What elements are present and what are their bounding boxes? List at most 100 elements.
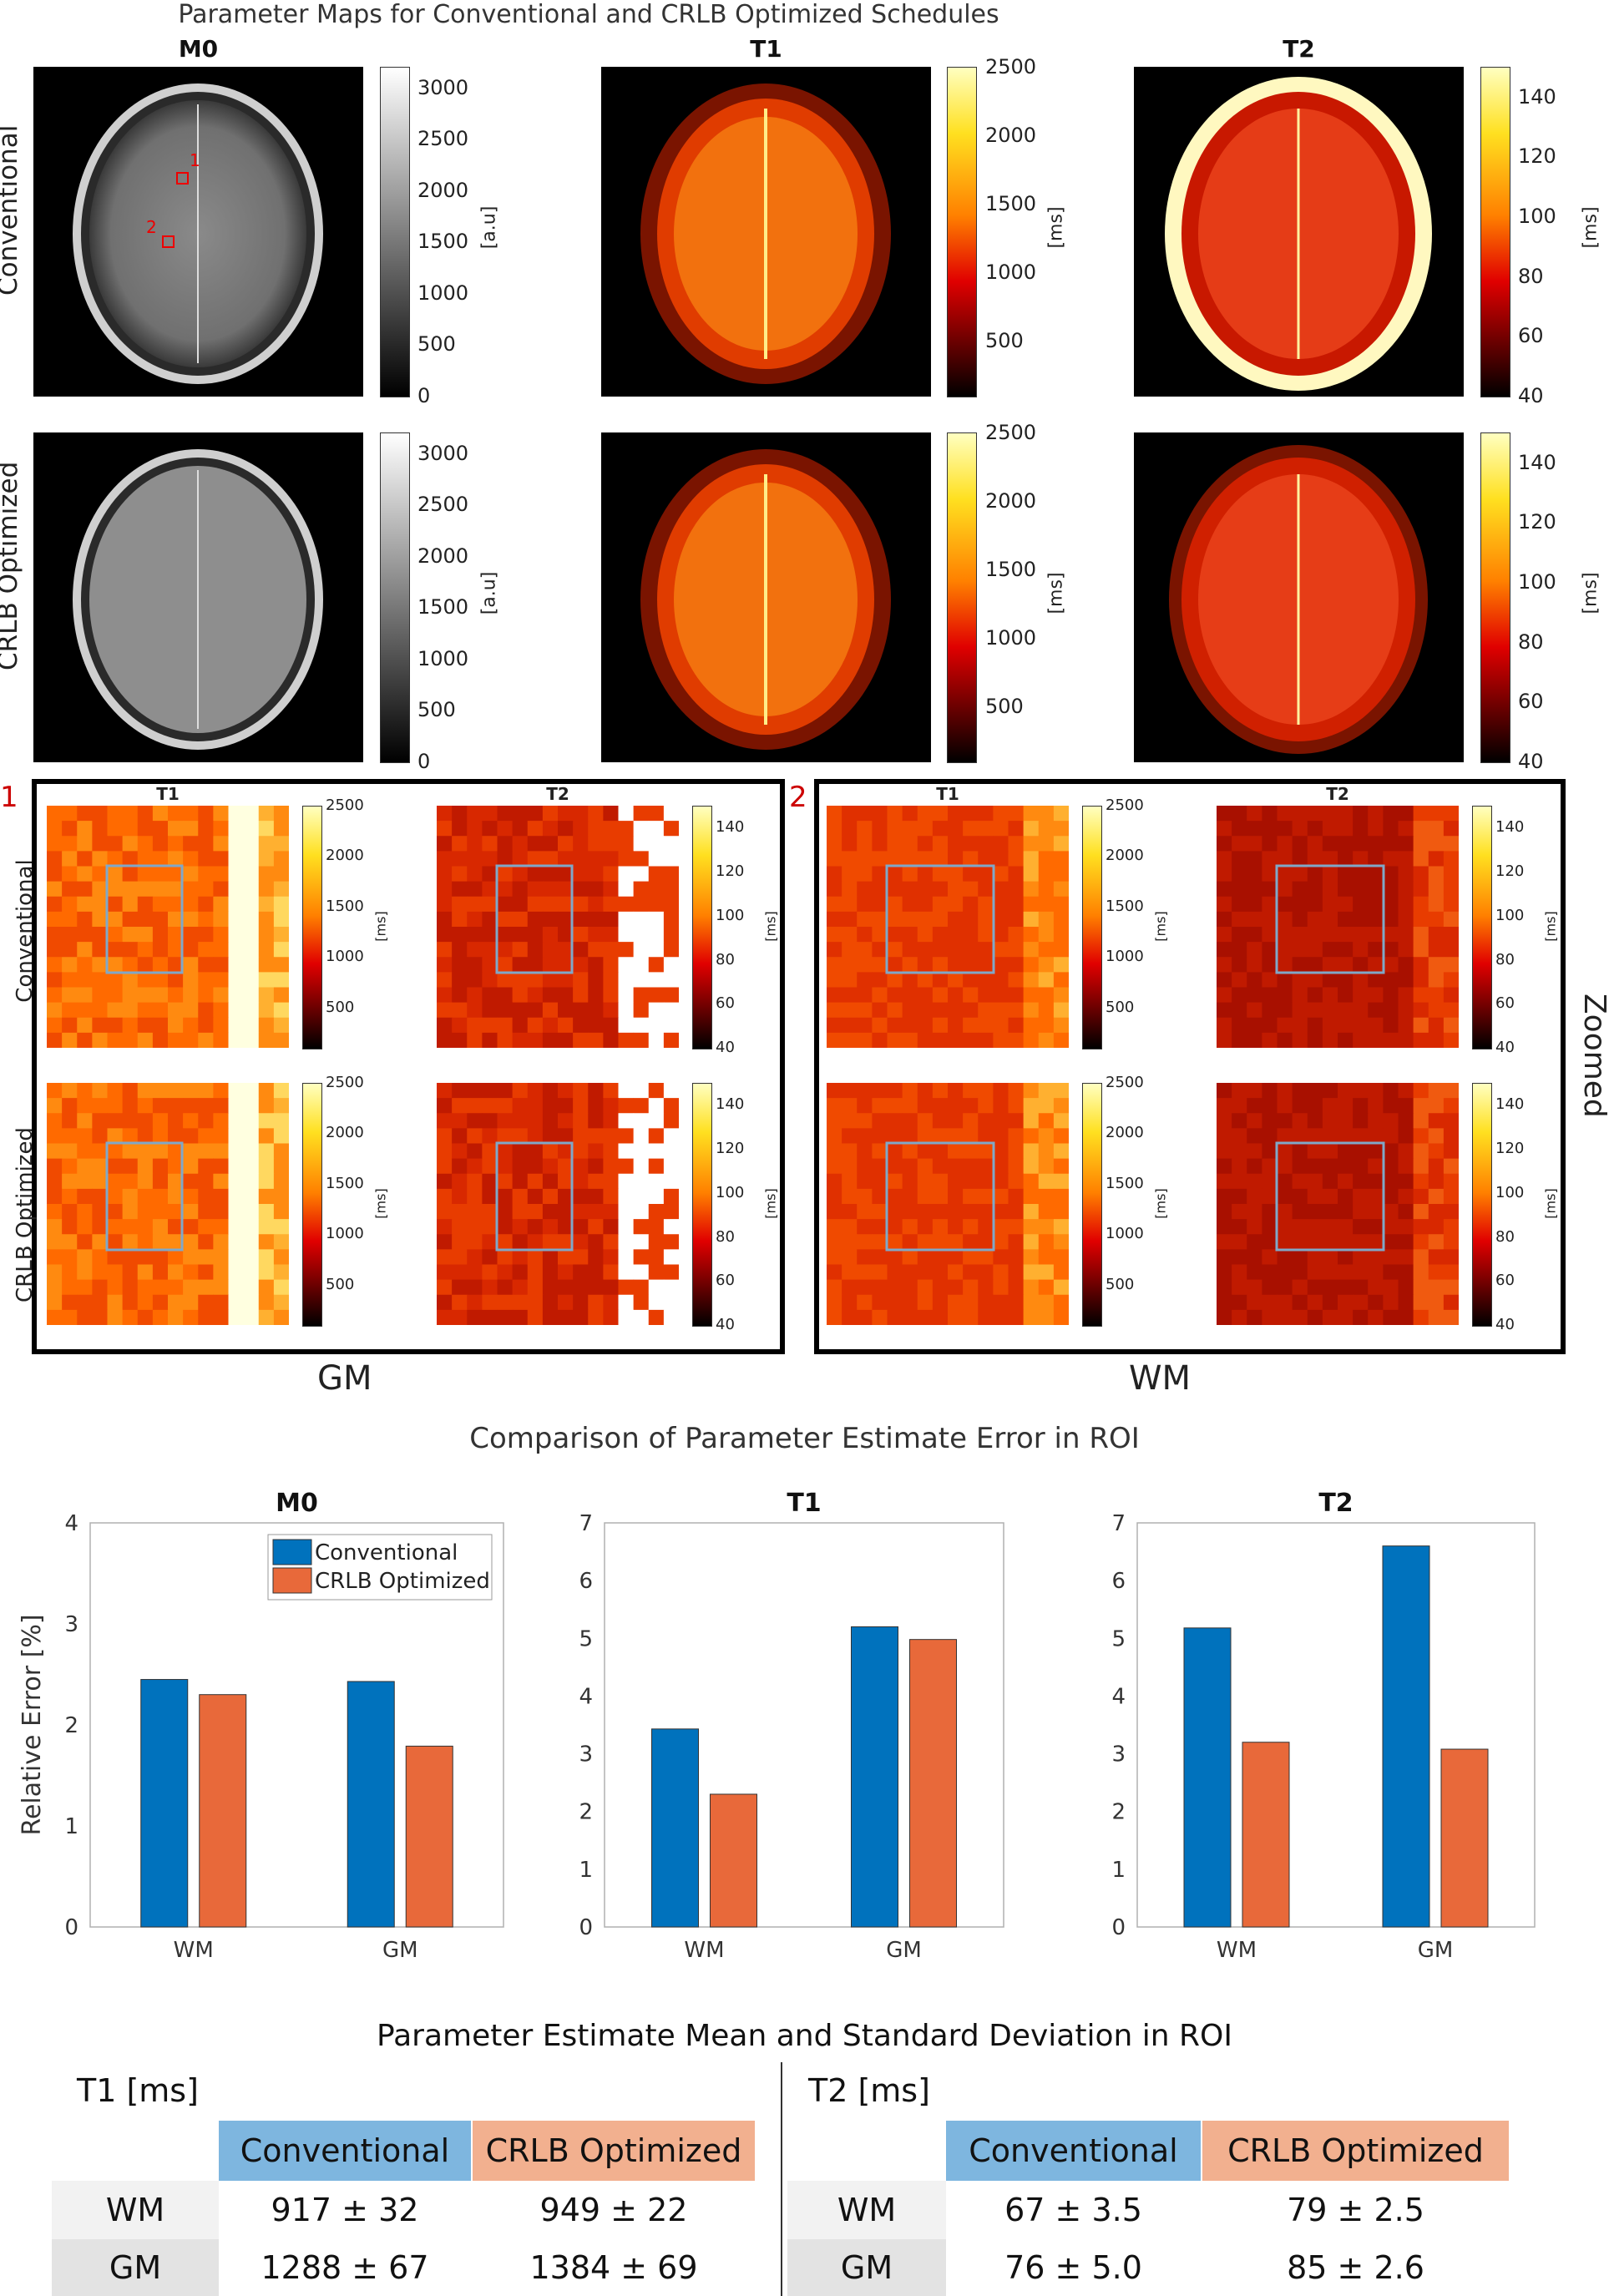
colorbar-tick-t2-1-3: 80 <box>1518 630 1544 654</box>
figure-title: Parameter Maps for Conventional and CRLB… <box>178 0 999 29</box>
zoom-map-wm-t2-5 <box>1217 806 1459 1048</box>
bar-charts: M0 0 1 2 3 4 Relative Error [%] WM GM Conventiona… <box>18 1489 1536 1962</box>
colorbar-t2-conventional <box>1480 67 1510 397</box>
zoom-colorbar-tick-3-4: 60 <box>716 1272 735 1290</box>
zoom-colorbar-tick-6-0: 2500 <box>1106 1074 1144 1091</box>
bar-ytick-2-4: 4 <box>1111 1684 1126 1709</box>
colorbar-unit-t1-0: [ms] <box>1045 206 1067 249</box>
t1-gm-conv: 1288 ± 67 <box>261 2249 429 2286</box>
zoom-colorbar-tick-6-1: 2000 <box>1106 1124 1144 1142</box>
m0-map-conventional: 1 2 <box>33 67 363 397</box>
colorbar-tick-m0-1-3: 1500 <box>417 595 469 620</box>
colorbar-tick-m0-0-5: 500 <box>417 332 456 357</box>
colorbar-tick-m0-1-1: 2500 <box>417 493 469 517</box>
zoom-colorbar-tick-5-0: 140 <box>1495 818 1525 837</box>
colorbar-tick-t2-0-5: 40 <box>1518 384 1544 407</box>
zoom-map-gm-t2-3 <box>437 1083 679 1325</box>
t1-wm-crlb: 949 ± 22 <box>539 2192 688 2228</box>
zoomed-side-label: Zoomed <box>1577 994 1609 1118</box>
zoom-colorbar-t1-6 <box>1082 1083 1102 1327</box>
colorbar-m0-crlb <box>380 432 410 763</box>
t1-wm-conv: 917 ± 32 <box>271 2192 419 2228</box>
zoom-colorbar-t1-2 <box>302 1083 322 1327</box>
zoom-map-gm-t1-0 <box>47 806 289 1048</box>
colorbar-unit-t2-1: [ms] <box>1580 572 1601 614</box>
bar-xtick-0-0: WM <box>174 1938 214 1962</box>
t1-brain-image <box>640 83 891 384</box>
t1-map-crlb <box>601 432 931 762</box>
colorbar-tick-t1-0-3: 1000 <box>985 260 1037 285</box>
colorbar-tick-t2-0-2: 100 <box>1518 205 1556 229</box>
colorbar-tick-m0-1-4: 1000 <box>417 646 469 670</box>
zoom-colorbar-tick-0-4: 500 <box>326 998 355 1016</box>
colorbar-tick-m0-1-6: 0 <box>417 750 431 773</box>
zoom-colorbar-tick-7-3: 80 <box>1495 1227 1515 1246</box>
bar-ytick-2-1: 1 <box>1111 1858 1126 1883</box>
colorbar-tick-t2-0-0: 140 <box>1518 84 1556 109</box>
bar-legend-swatch-0 <box>272 1539 312 1565</box>
m0-brain-image-crlb <box>73 449 323 750</box>
zoom-colorbar-tick-2-4: 500 <box>326 1275 355 1293</box>
row-bg-gm-t2 <box>787 2239 946 2296</box>
colorbar-tick-t2-1-5: 40 <box>1518 750 1544 773</box>
t2-wm-conv: 67 ± 3.5 <box>1004 2192 1142 2228</box>
zoom-colorbar-tick-4-4: 500 <box>1106 998 1135 1016</box>
t2-map-crlb <box>1134 432 1464 762</box>
zoom-colorbar-tick-2-1: 2000 <box>326 1124 364 1142</box>
t1-gm-crlb: 1384 ± 69 <box>529 2249 698 2286</box>
colorbar-tick-t1-1-4: 500 <box>985 695 1024 719</box>
roi-label-2: 2 <box>146 217 157 237</box>
zoom-colorbar-tick-3-5: 40 <box>716 1316 735 1333</box>
bar-2-0-0 <box>1183 1627 1232 1928</box>
zoom-colorbar-tick-7-0: 140 <box>1495 1095 1525 1114</box>
bar-1-0-1 <box>710 1793 757 1928</box>
bar-ytick-0-3: 3 <box>64 1612 78 1637</box>
zoom-colorbar-tick-2-2: 1500 <box>326 1174 364 1192</box>
row-bg-gm-t1 <box>52 2239 219 2296</box>
t2-col-conventional: Conventional <box>946 2121 1201 2181</box>
zoom-colorbar-tick-3-2: 100 <box>716 1183 745 1201</box>
zoom-colorbar-unit-0: [ms] <box>372 911 389 942</box>
t2-row-label-wm: WM <box>837 2192 897 2228</box>
zoom-colorbar-tick-5-2: 100 <box>1495 906 1525 924</box>
zoom-colorbar-tick-1-4: 60 <box>716 994 735 1013</box>
zoom-colorbar-unit-3: [ms] <box>762 1188 779 1219</box>
table-divider <box>781 2062 782 2296</box>
colorbar-unit-m0-1: [a.u] <box>478 571 500 615</box>
zoom-colorbar-tick-0-0: 2500 <box>326 797 364 814</box>
zoom-colorbar-tick-1-0: 140 <box>716 818 745 837</box>
colorbar-tick-t1-1-3: 1000 <box>985 626 1037 650</box>
bar-ytick-1-0: 0 <box>579 1915 593 1940</box>
bar-0-0-0 <box>140 1679 189 1928</box>
zoom-roi-box <box>885 864 995 974</box>
zoom-colorbar-t2-5 <box>1472 806 1492 1049</box>
zoom-colorbar-tick-4-0: 2500 <box>1106 797 1144 814</box>
bar-2-1-0 <box>1382 1545 1430 1928</box>
bar-ytick-0-2: 2 <box>64 1713 78 1738</box>
bar-1-1-1 <box>909 1639 957 1928</box>
map-title-t2: T2 <box>1283 35 1315 63</box>
t2-map-conventional <box>1134 67 1464 397</box>
zoom-colorbar-tick-1-2: 100 <box>716 906 745 924</box>
colorbar-tick-t1-0-1: 2000 <box>985 124 1037 148</box>
roi-label-1: 1 <box>190 150 200 170</box>
zoom-panel-wm <box>814 779 1566 1354</box>
colorbar-tick-m0-0-4: 1000 <box>417 281 469 305</box>
t2-brain-image <box>1165 77 1432 391</box>
t1-row-label-wm: WM <box>105 2192 165 2228</box>
t1-row-label-gm: GM <box>109 2249 162 2286</box>
bar-ytick-1-1: 1 <box>579 1858 593 1883</box>
zoom-colorbar-tick-7-4: 60 <box>1495 1272 1515 1290</box>
zoom-title-gm-t2: T2 <box>546 784 569 804</box>
zoom-colorbar-tick-3-3: 80 <box>716 1227 735 1246</box>
zoom-colorbar-tick-1-5: 40 <box>716 1039 735 1056</box>
bar-xtick-2-1: GM <box>1418 1938 1454 1962</box>
zoom-colorbar-tick-6-4: 500 <box>1106 1275 1135 1293</box>
zoom-colorbar-tick-4-2: 1500 <box>1106 897 1144 915</box>
bar-ytick-2-3: 3 <box>1111 1742 1126 1768</box>
table-title: Parameter Estimate Mean and Standard Dev… <box>377 2019 1232 2053</box>
bar-legend-label-1: CRLB Optimized <box>315 1569 490 1594</box>
zoom-colorbar-t2-3 <box>692 1083 712 1327</box>
bar-ytick-2-5: 5 <box>1111 1626 1126 1651</box>
zoom-panel-number-2: 2 <box>789 781 807 814</box>
